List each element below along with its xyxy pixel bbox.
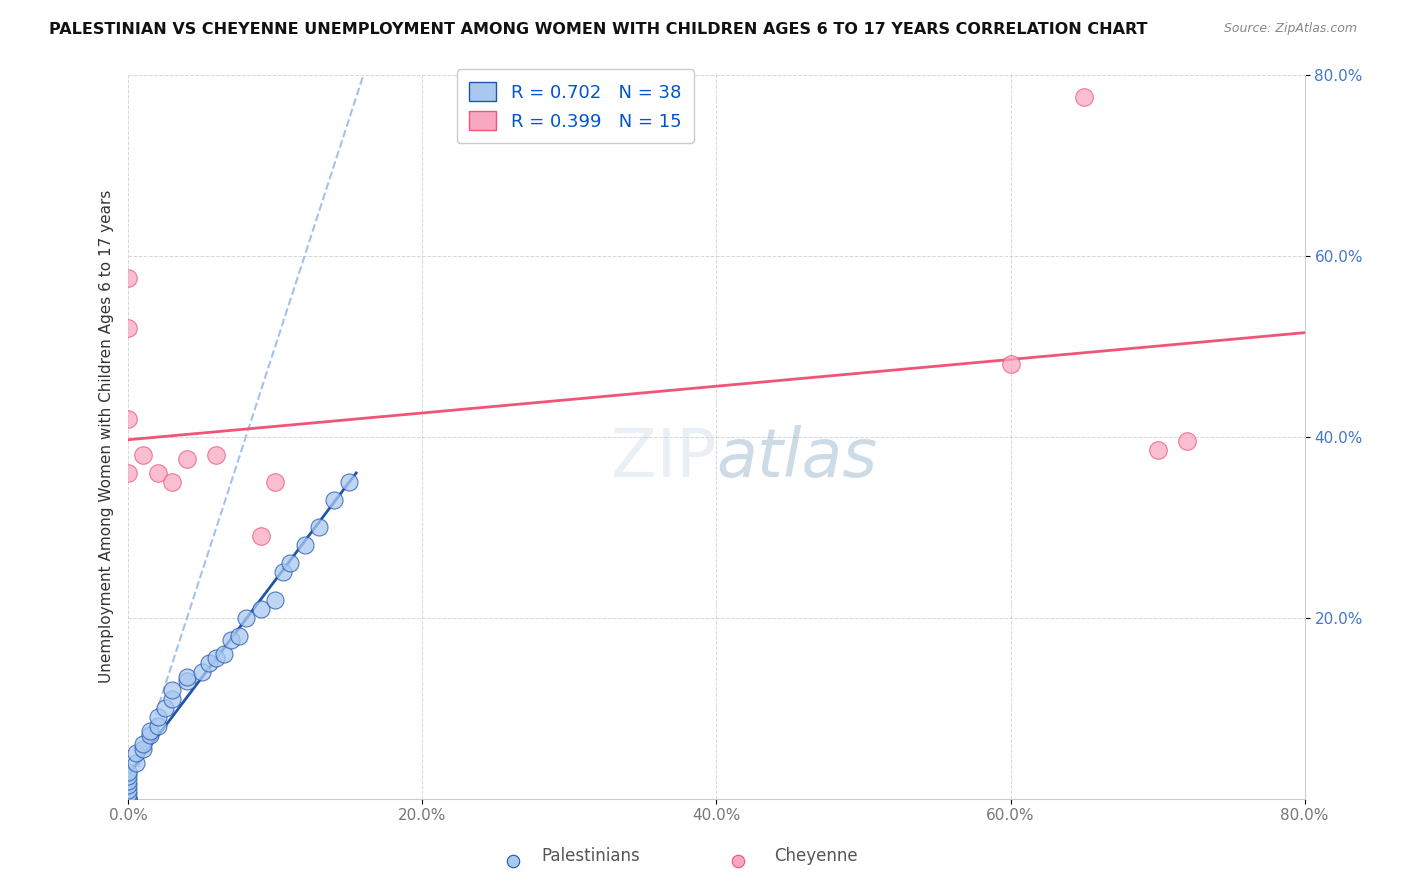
- Text: Palestinians: Palestinians: [541, 847, 640, 865]
- Point: [205, 651, 228, 665]
- Point: [235, 610, 257, 624]
- Point: [117, 791, 139, 805]
- Point: [1000, 357, 1022, 371]
- Point: [146, 466, 169, 480]
- Point: [132, 738, 155, 752]
- Point: [132, 448, 155, 462]
- Point: [219, 633, 242, 648]
- Point: [502, 854, 524, 868]
- Point: [117, 271, 139, 285]
- Text: Source: ZipAtlas.com: Source: ZipAtlas.com: [1223, 22, 1357, 36]
- Point: [132, 742, 155, 756]
- Point: [117, 778, 139, 792]
- Text: PALESTINIAN VS CHEYENNE UNEMPLOYMENT AMONG WOMEN WITH CHILDREN AGES 6 TO 17 YEAR: PALESTINIAN VS CHEYENNE UNEMPLOYMENT AMO…: [49, 22, 1147, 37]
- Point: [264, 592, 287, 607]
- Point: [176, 669, 198, 683]
- Point: [117, 787, 139, 801]
- Point: [228, 629, 250, 643]
- Point: [198, 656, 221, 670]
- Point: [212, 647, 235, 661]
- Point: [1175, 434, 1198, 449]
- Point: [264, 475, 287, 489]
- Point: [117, 321, 139, 335]
- Point: [294, 538, 316, 552]
- Point: [117, 769, 139, 783]
- Point: [139, 723, 162, 738]
- Point: [117, 791, 139, 805]
- Point: [191, 665, 214, 679]
- Point: [176, 674, 198, 689]
- Point: [271, 566, 294, 580]
- Point: [124, 756, 146, 770]
- Point: [323, 493, 346, 508]
- Point: [124, 747, 146, 761]
- Point: [117, 411, 139, 425]
- Text: Cheyenne: Cheyenne: [773, 847, 858, 865]
- Legend: R = 0.702   N = 38, R = 0.399   N = 15: R = 0.702 N = 38, R = 0.399 N = 15: [457, 69, 695, 143]
- Point: [117, 782, 139, 797]
- Point: [727, 854, 749, 868]
- Point: [153, 701, 176, 715]
- Y-axis label: Unemployment Among Women with Children Ages 6 to 17 years: Unemployment Among Women with Children A…: [100, 190, 114, 683]
- Point: [249, 601, 271, 615]
- Text: ZIP: ZIP: [612, 425, 717, 491]
- Point: [139, 728, 162, 742]
- Point: [1146, 443, 1168, 458]
- Point: [117, 773, 139, 788]
- Point: [117, 791, 139, 805]
- Point: [162, 683, 184, 698]
- Point: [249, 529, 271, 543]
- Point: [308, 520, 330, 534]
- Point: [162, 475, 184, 489]
- Point: [176, 452, 198, 467]
- Point: [205, 448, 228, 462]
- Point: [146, 719, 169, 733]
- Point: [117, 791, 139, 805]
- Point: [117, 466, 139, 480]
- Point: [117, 764, 139, 779]
- Point: [278, 557, 301, 571]
- Point: [146, 710, 169, 724]
- Point: [1073, 90, 1095, 104]
- Point: [337, 475, 360, 489]
- Point: [162, 692, 184, 706]
- Text: atlas: atlas: [717, 425, 877, 491]
